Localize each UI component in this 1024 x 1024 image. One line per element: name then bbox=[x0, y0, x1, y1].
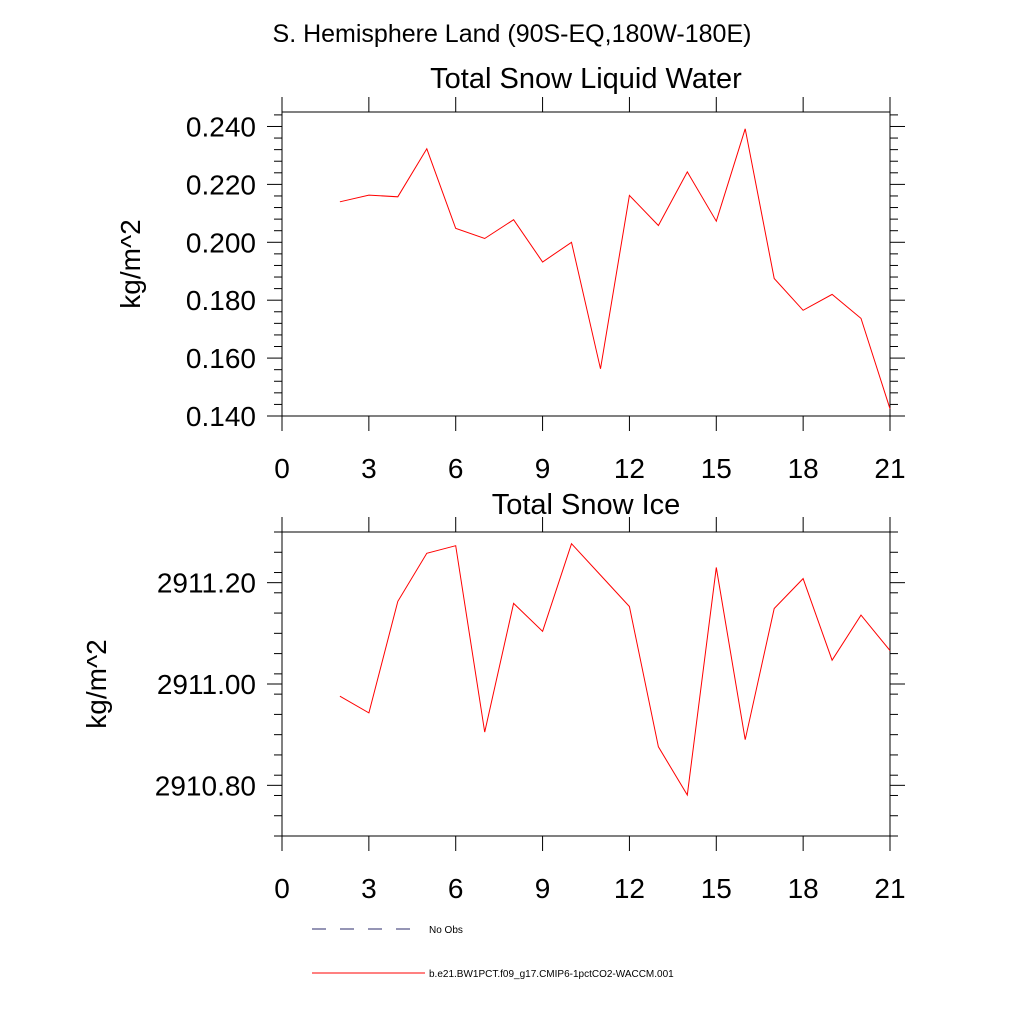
legend-label-model: b.e21.BW1PCT.f09_g17.CMIP6-1pctCO2-WACCM… bbox=[429, 969, 674, 980]
panel-snow-liquid-water: Total Snow Liquid Water 0 3 6 9 12 15 18 21 0.140… bbox=[115, 63, 906, 484]
x-tick-label: 18 bbox=[788, 873, 819, 904]
y-axis-label: kg/m^2 bbox=[115, 219, 146, 308]
panel-title: Total Snow Ice bbox=[492, 489, 681, 521]
x-tick-label: 21 bbox=[874, 453, 905, 484]
x-tick-label: 18 bbox=[788, 453, 819, 484]
x-tick-label: 9 bbox=[535, 873, 551, 904]
y-tick-label: 0.180 bbox=[186, 285, 256, 316]
y-tick-label: 0.140 bbox=[186, 401, 256, 432]
y-tick-label: 0.220 bbox=[186, 169, 256, 200]
x-tick-label: 15 bbox=[701, 873, 732, 904]
series-line-snow-ice bbox=[339, 542, 891, 797]
x-tick-label: 3 bbox=[361, 873, 377, 904]
y-tick-label: 0.240 bbox=[186, 111, 256, 142]
series-line-snow-liquid-water bbox=[339, 128, 891, 409]
y-tick-label: 2910.80 bbox=[155, 770, 256, 801]
x-tick-label: 6 bbox=[448, 873, 464, 904]
y-tick-label: 2911.00 bbox=[157, 669, 256, 700]
x-tick-label: 12 bbox=[614, 453, 645, 484]
panel-snow-ice: Total Snow Ice 0 3 6 9 12 15 18 21 2910.80 2911.00… bbox=[81, 489, 906, 904]
y-tick-label: 0.160 bbox=[186, 343, 256, 374]
legend-label-no-obs: No Obs bbox=[429, 925, 463, 936]
panel-title: Total Snow Liquid Water bbox=[430, 63, 742, 95]
x-tick-label: 0 bbox=[274, 873, 290, 904]
plot-frame bbox=[281, 111, 891, 417]
x-tick-label: 21 bbox=[874, 873, 905, 904]
y-tick-label: 0.200 bbox=[186, 227, 256, 258]
x-tick-label: 6 bbox=[448, 453, 464, 484]
figure-title: S. Hemisphere Land (90S-EQ,180W-180E) bbox=[273, 20, 752, 48]
x-tick-label: 15 bbox=[701, 453, 732, 484]
x-tick-label: 0 bbox=[274, 453, 290, 484]
x-tick-label: 12 bbox=[614, 873, 645, 904]
x-tick-label: 9 bbox=[535, 453, 551, 484]
y-axis-label: kg/m^2 bbox=[81, 639, 112, 728]
x-tick-label: 3 bbox=[361, 453, 377, 484]
y-tick-label: 2911.20 bbox=[157, 568, 256, 599]
plot-frame bbox=[281, 531, 891, 837]
legend: No Obs b.e21.BW1PCT.f09_g17.CMIP6-1pctCO… bbox=[312, 925, 674, 980]
